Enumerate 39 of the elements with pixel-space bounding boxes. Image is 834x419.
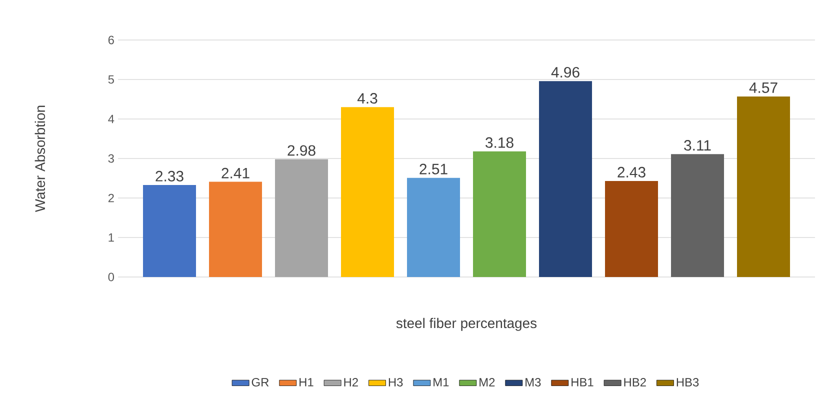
legend-label: H1 xyxy=(300,378,314,386)
data-label: 2.51 xyxy=(420,164,448,174)
data-label: 4.96 xyxy=(551,66,580,78)
data-label: 3.11 xyxy=(684,140,711,151)
y-tick-label: 5 xyxy=(108,75,114,84)
y-tick-label: 4 xyxy=(108,114,114,124)
legend-label: H3 xyxy=(388,378,403,386)
x-axis-title: steel fiber percentages xyxy=(396,318,537,331)
data-label: 3.18 xyxy=(486,137,514,148)
legend-label: M3 xyxy=(526,378,541,386)
bar xyxy=(605,181,658,277)
y-tick-label: 1 xyxy=(108,233,114,242)
legend-label: M1 xyxy=(434,378,449,386)
legend-label: HB3 xyxy=(676,378,699,386)
bar xyxy=(407,178,460,277)
legend-label: GR xyxy=(252,378,269,386)
bar xyxy=(209,182,262,277)
data-label: 2.98 xyxy=(288,145,316,156)
legend-label: HB1 xyxy=(572,378,594,386)
bar xyxy=(275,159,328,277)
y-tick-label: 6 xyxy=(108,36,114,44)
legend-label: H2 xyxy=(344,378,358,386)
bar xyxy=(473,151,526,277)
y-tick-label: 2 xyxy=(108,194,114,202)
data-label: 2.41 xyxy=(222,168,250,178)
data-label: 4.57 xyxy=(749,82,778,93)
legend-label: M2 xyxy=(480,378,495,386)
y-tick-label: 0 xyxy=(108,272,114,282)
legend-label: HB2 xyxy=(624,378,646,386)
bar xyxy=(143,184,196,277)
bar xyxy=(671,154,724,277)
y-tick-label: 3 xyxy=(108,154,114,163)
data-label: 2.33 xyxy=(156,170,184,182)
data-label: 4.3 xyxy=(357,93,378,104)
y-axis-title: Water Absorbtion xyxy=(34,106,46,212)
bar xyxy=(341,107,394,277)
bar xyxy=(737,96,790,277)
data-label: 2.43 xyxy=(618,166,646,178)
bar xyxy=(539,81,592,277)
